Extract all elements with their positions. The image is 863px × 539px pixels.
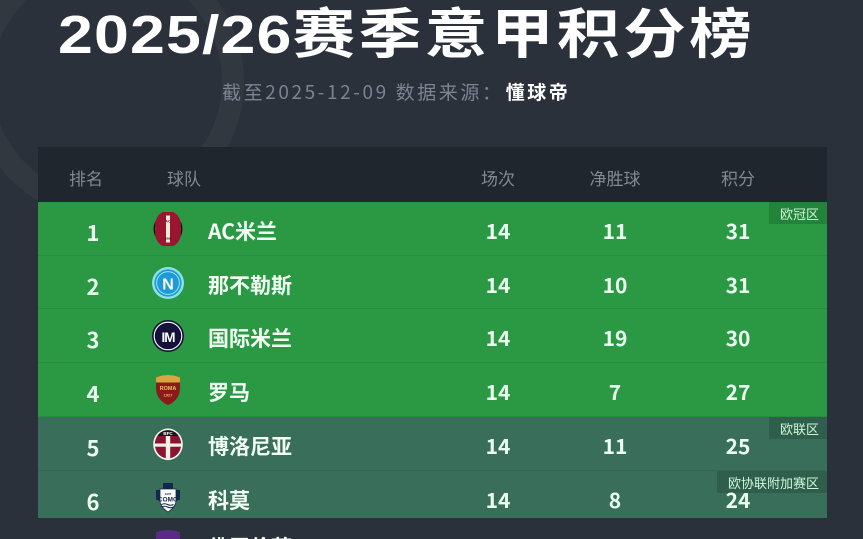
svg-text:1907: 1907 bbox=[165, 492, 172, 496]
svg-text:BFC: BFC bbox=[163, 431, 173, 436]
svg-text:N: N bbox=[162, 276, 174, 293]
svg-text:IM: IM bbox=[162, 330, 176, 345]
svg-text:AC: AC bbox=[165, 218, 171, 223]
svg-text:1927: 1927 bbox=[164, 393, 174, 398]
svg-text:COMO: COMO bbox=[158, 496, 178, 503]
svg-text:ROMA: ROMA bbox=[160, 386, 177, 392]
svg-text:1899: 1899 bbox=[165, 237, 172, 241]
